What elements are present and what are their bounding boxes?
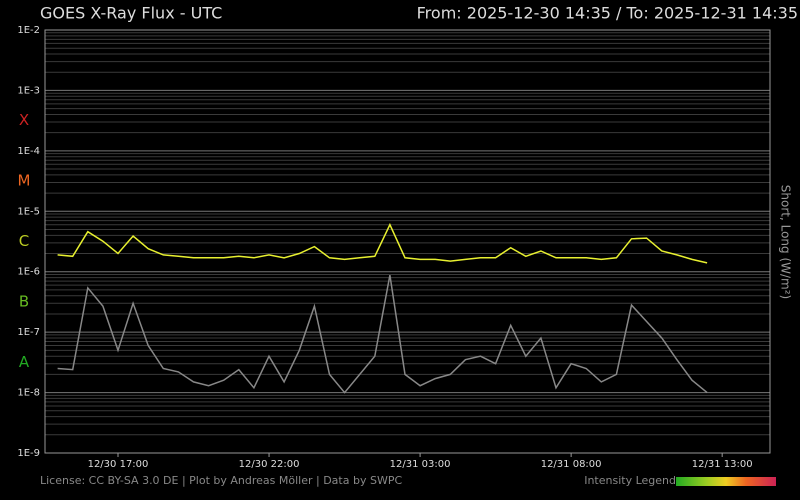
x-tick-label: 12/31 13:00 <box>692 459 753 470</box>
plot-border <box>44 29 771 454</box>
y-tick-label: 1E-3 <box>17 85 40 96</box>
series-line <box>57 274 708 394</box>
y-axis-label: Short, Long (W/m²) <box>779 185 793 299</box>
x-tick-label: 12/30 17:00 <box>88 459 149 470</box>
class-label: B <box>19 292 29 310</box>
chart-subtitle: From: 2025-12-30 14:35 / To: 2025-12-31 … <box>417 4 798 23</box>
class-label: X <box>19 111 29 129</box>
legend-label: Intensity Legend <box>584 474 676 487</box>
series-line <box>57 222 708 264</box>
y-tick-label: 1E-5 <box>17 206 40 217</box>
y-tick-label: 1E-4 <box>17 146 40 157</box>
y-tick-label: 1E-6 <box>17 267 40 278</box>
class-label: A <box>19 353 30 371</box>
y-tick-label: 1E-2 <box>17 25 40 36</box>
footer: License: CC BY-SA 3.0 DE | Plot by Andre… <box>40 474 402 487</box>
chart-title: GOES X-Ray Flux - UTC <box>40 4 222 23</box>
y-tick-label: 1E-7 <box>17 327 40 338</box>
x-tick-label: 12/30 22:00 <box>239 459 300 470</box>
class-label: M <box>18 172 31 190</box>
intensity-legend-bar <box>676 477 776 486</box>
class-label: C <box>19 232 29 250</box>
y-tick-label: 1E-9 <box>17 448 40 459</box>
x-tick-label: 12/31 03:00 <box>390 459 451 470</box>
y-tick-label: 1E-8 <box>17 388 40 399</box>
x-tick-label: 12/31 08:00 <box>541 459 602 470</box>
